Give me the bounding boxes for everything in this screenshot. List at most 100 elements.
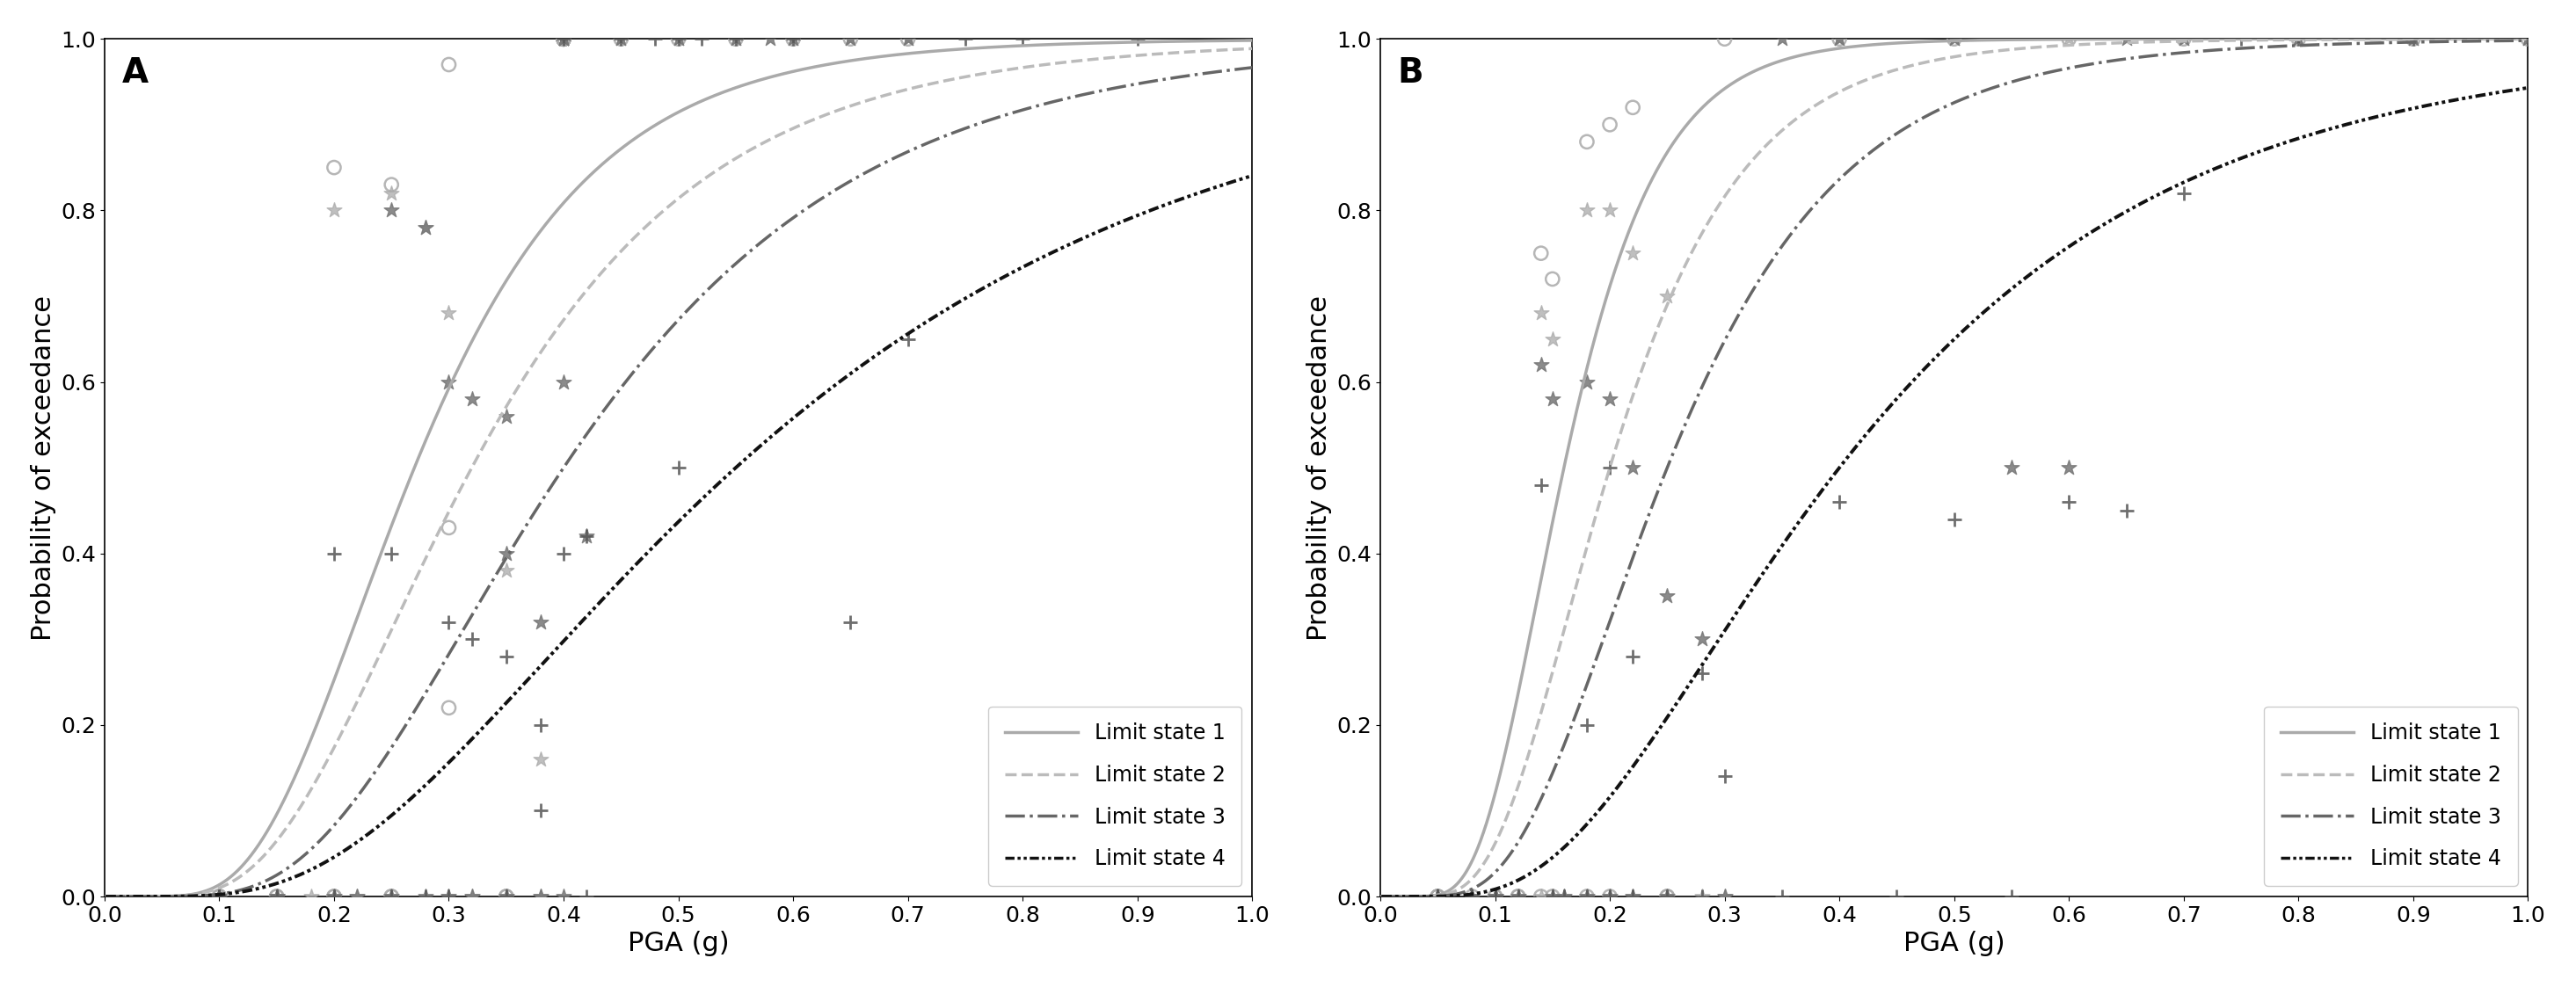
- Point: [1417, 888, 1458, 904]
- Point: [1589, 202, 1631, 218]
- Point: [544, 31, 585, 46]
- Point: [544, 31, 585, 46]
- Point: [428, 700, 469, 716]
- Point: [255, 888, 296, 904]
- Point: [1703, 888, 1744, 904]
- Point: [2105, 502, 2146, 518]
- Point: [314, 202, 355, 218]
- Point: [886, 331, 927, 346]
- Point: [428, 888, 469, 904]
- Point: [371, 888, 412, 904]
- Point: [2393, 31, 2434, 46]
- Point: [198, 888, 240, 904]
- Point: [544, 31, 585, 46]
- Point: [1819, 31, 1860, 46]
- Point: [2277, 31, 2318, 46]
- Point: [487, 546, 528, 562]
- Point: [1450, 888, 1492, 904]
- Point: [404, 220, 446, 236]
- Point: [1118, 31, 1159, 46]
- Point: [1613, 888, 1654, 904]
- X-axis label: PGA (g): PGA (g): [1904, 931, 2004, 956]
- Legend: Limit state 1, Limit state 2, Limit state 3, Limit state 4: Limit state 1, Limit state 2, Limit stat…: [2264, 707, 2517, 886]
- Point: [2506, 31, 2548, 46]
- Point: [1613, 100, 1654, 115]
- Point: [487, 888, 528, 904]
- Point: [520, 751, 562, 767]
- Point: [1935, 31, 1976, 46]
- Point: [487, 888, 528, 904]
- Point: [1646, 888, 1687, 904]
- Point: [520, 888, 562, 904]
- Point: [1520, 357, 1561, 373]
- Point: [544, 31, 585, 46]
- Point: [1417, 888, 1458, 904]
- Point: [1566, 888, 1607, 904]
- Point: [2506, 31, 2548, 46]
- Point: [544, 31, 585, 46]
- Point: [716, 31, 757, 46]
- Point: [1417, 888, 1458, 904]
- Point: [1875, 888, 1917, 904]
- Point: [1613, 246, 1654, 262]
- Point: [2277, 31, 2318, 46]
- Point: [773, 31, 814, 46]
- Point: [487, 563, 528, 578]
- Point: [1589, 460, 1631, 476]
- Point: [255, 888, 296, 904]
- Point: [371, 177, 412, 192]
- Point: [1450, 888, 1492, 904]
- Point: [314, 888, 355, 904]
- Point: [1935, 31, 1976, 46]
- Point: [680, 31, 721, 46]
- Point: [2506, 31, 2548, 46]
- Point: [1543, 888, 1584, 904]
- Point: [544, 31, 585, 46]
- Point: [404, 888, 446, 904]
- Point: [1520, 305, 1561, 321]
- Point: [1417, 888, 1458, 904]
- Point: [1613, 888, 1654, 904]
- Point: [750, 31, 791, 46]
- Point: [2048, 31, 2089, 46]
- Point: [520, 614, 562, 630]
- Point: [634, 31, 675, 46]
- Point: [1417, 888, 1458, 904]
- Point: [2105, 31, 2146, 46]
- Point: [428, 614, 469, 630]
- Point: [2506, 31, 2548, 46]
- Point: [716, 31, 757, 46]
- Point: [198, 888, 240, 904]
- Point: [1450, 888, 1492, 904]
- Point: [314, 888, 355, 904]
- Point: [716, 31, 757, 46]
- Point: [1473, 888, 1515, 904]
- Point: [544, 31, 585, 46]
- Point: [1533, 391, 1574, 407]
- Point: [1473, 888, 1515, 904]
- Point: [600, 31, 641, 46]
- Y-axis label: Probability of exceedance: Probability of exceedance: [31, 295, 57, 641]
- Point: [2164, 31, 2205, 46]
- Point: [255, 888, 296, 904]
- Point: [2277, 31, 2318, 46]
- Point: [1497, 888, 1538, 904]
- Point: [1231, 31, 1273, 46]
- Point: [657, 31, 698, 46]
- Point: [657, 31, 698, 46]
- Point: [198, 888, 240, 904]
- Point: [544, 31, 585, 46]
- Point: [428, 520, 469, 536]
- Point: [544, 888, 585, 904]
- Text: A: A: [121, 56, 149, 90]
- Point: [198, 888, 240, 904]
- Point: [1566, 134, 1607, 150]
- Point: [886, 31, 927, 46]
- Point: [1450, 888, 1492, 904]
- Point: [1473, 888, 1515, 904]
- Point: [1566, 888, 1607, 904]
- Point: [1762, 31, 1803, 46]
- Point: [1646, 888, 1687, 904]
- Point: [773, 31, 814, 46]
- Point: [544, 31, 585, 46]
